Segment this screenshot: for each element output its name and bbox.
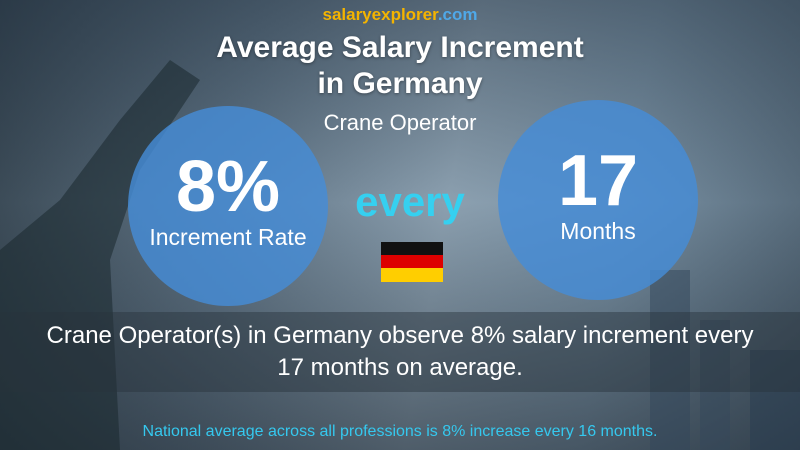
title: Average Salary Increment xyxy=(216,31,584,64)
rate-label: Increment Rate xyxy=(149,224,307,250)
brand-part: salary xyxy=(322,5,372,24)
title: in Germany xyxy=(317,67,483,100)
months-label: Months xyxy=(560,218,636,244)
rate-circle: 8% Increment Rate xyxy=(128,106,328,306)
every-text: every xyxy=(355,178,465,225)
subtitle: Crane Operator xyxy=(323,110,477,135)
months-value: 17 xyxy=(557,141,639,221)
germany-flag xyxy=(381,242,443,282)
footer-note: National average across all professions … xyxy=(142,423,658,440)
description: Crane Operator(s) in Germany observe 8% … xyxy=(46,322,754,381)
description-band xyxy=(0,312,800,392)
rate-value: 8% xyxy=(175,147,281,227)
brand-part: explorer xyxy=(371,5,438,24)
months-circle: 17 Months xyxy=(498,100,698,300)
brand: salaryexplorer.com xyxy=(0,5,800,25)
brand-part: .com xyxy=(437,5,478,24)
